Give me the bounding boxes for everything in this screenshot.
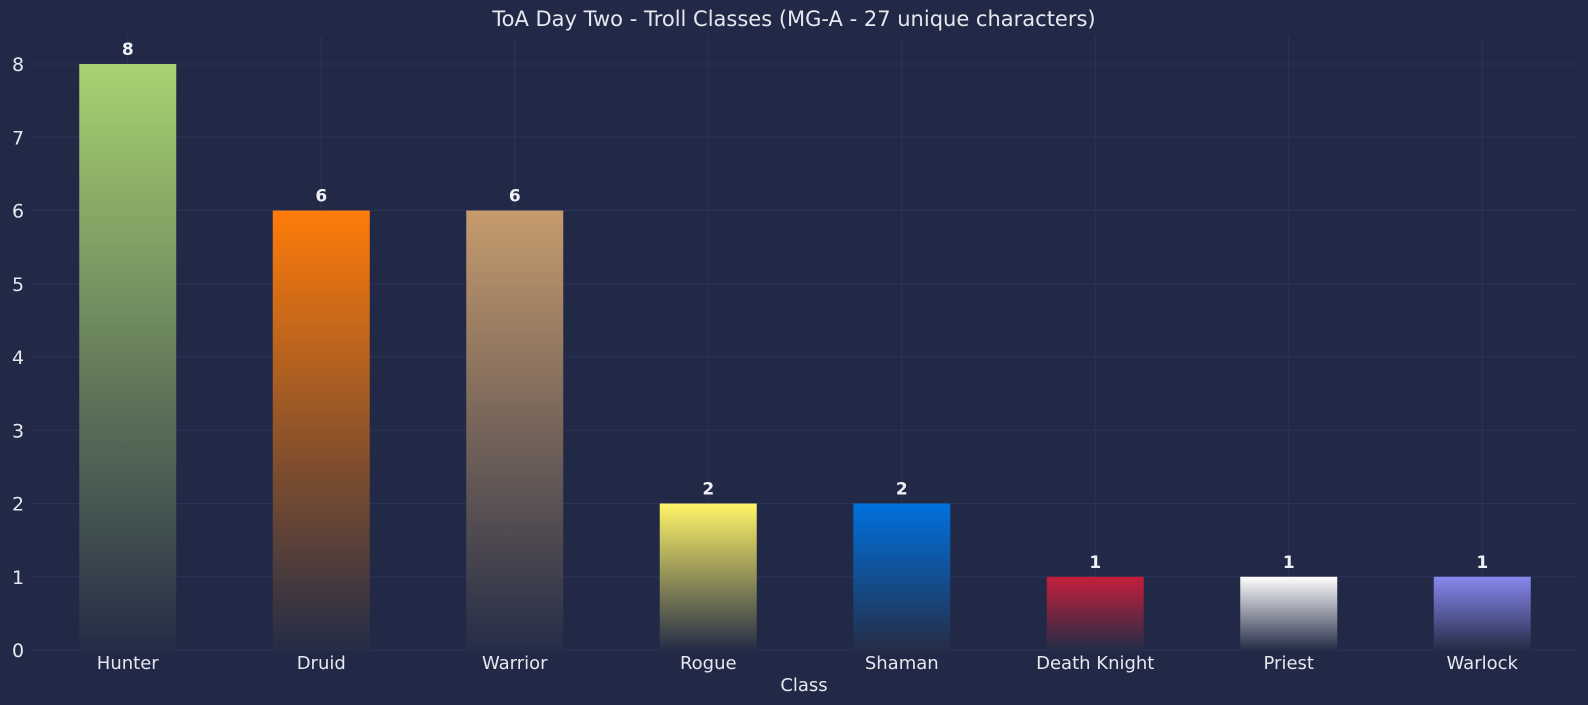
value-labels: 8 6 6 2 2 1 1 1	[122, 40, 1488, 573]
x-tick-label: Rogue	[680, 653, 737, 674]
value-label: 2	[896, 480, 908, 500]
grid-lines	[30, 36, 1578, 651]
value-label: 1	[1283, 553, 1295, 573]
y-tick-label: 4	[12, 347, 24, 369]
x-tick-label: Priest	[1264, 653, 1314, 674]
x-tick-label: Warrior	[482, 653, 548, 674]
bar-druid[interactable]	[272, 210, 370, 651]
y-tick-label: 8	[12, 54, 24, 76]
chart-title: ToA Day Two - Troll Classes (MG-A - 27 u…	[491, 7, 1095, 31]
y-tick-label: 0	[12, 640, 24, 662]
y-tick-label: 2	[12, 494, 24, 516]
value-label: 6	[315, 187, 327, 207]
value-label: 2	[702, 480, 714, 500]
value-label: 1	[1476, 553, 1488, 573]
y-tick-label: 1	[12, 567, 24, 589]
x-tick-label: Hunter	[97, 653, 159, 674]
y-tick-labels: 0 1 2 3 4 5 6 7 8	[12, 54, 24, 662]
x-tick-labels: Hunter Druid Warrior Rogue Shaman Death Knigh…	[97, 653, 1519, 674]
y-tick-label: 3	[12, 420, 24, 442]
value-label: 1	[1089, 553, 1101, 573]
bar-death-knight[interactable]	[1046, 576, 1144, 650]
bar-hunter[interactable]	[79, 64, 177, 650]
bar-warrior[interactable]	[466, 210, 564, 651]
x-tick-label: Warlock	[1447, 653, 1519, 674]
y-tick-label: 5	[12, 274, 24, 296]
bar-priest[interactable]	[1240, 576, 1338, 650]
x-tick-label: Death Knight	[1036, 653, 1154, 674]
bar-shaman[interactable]	[853, 503, 951, 651]
bar-rogue[interactable]	[659, 503, 757, 651]
value-label: 8	[122, 40, 134, 60]
x-axis-label: Class	[780, 675, 827, 696]
y-tick-label: 6	[12, 201, 24, 223]
bar-warlock[interactable]	[1433, 576, 1531, 650]
x-tick-label: Shaman	[865, 653, 939, 674]
value-label: 6	[509, 187, 521, 207]
y-tick-label: 7	[12, 127, 24, 149]
bars	[79, 64, 1531, 650]
x-tick-label: Druid	[297, 653, 346, 674]
